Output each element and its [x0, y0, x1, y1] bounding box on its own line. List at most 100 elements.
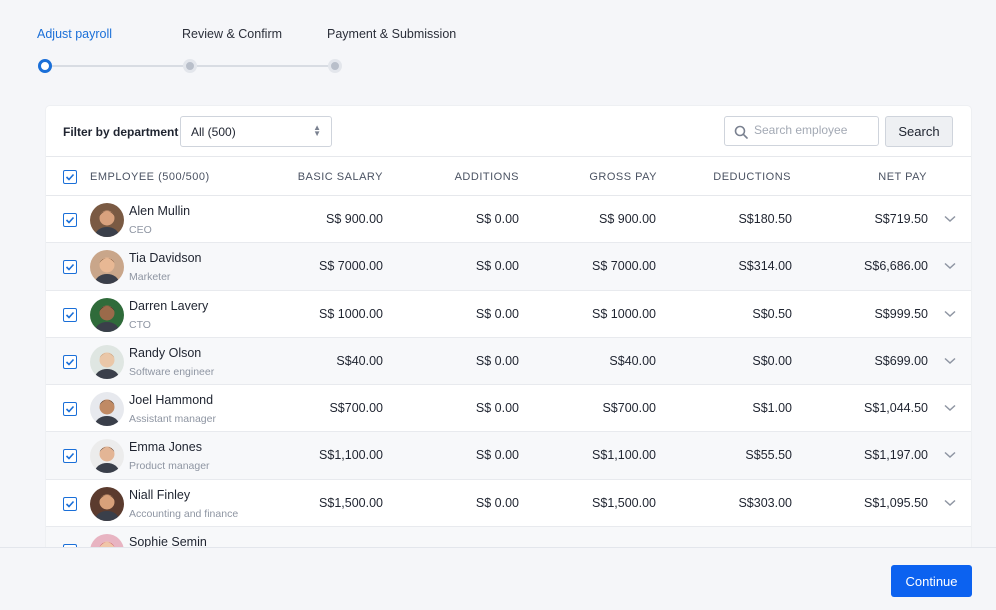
row-checkbox[interactable]	[63, 449, 77, 464]
avatar-image	[90, 250, 124, 285]
avatar	[90, 297, 124, 332]
table-row[interactable]: Alen Mullin CEO S$ 900.00 S$ 0.00 S$ 900.00 S…	[46, 196, 971, 244]
chevron-down-icon[interactable]	[944, 357, 956, 365]
table-row[interactable]: Tia Davidson Marketer S$ 7000.00 S$ 0.00 S$ …	[46, 243, 971, 291]
check-icon	[65, 453, 75, 461]
step-dot-pending[interactable]	[328, 59, 342, 73]
employee-role: Marketer	[129, 271, 171, 284]
department-select[interactable]: All (500) ▲ ▼	[180, 116, 332, 147]
check-icon	[65, 216, 75, 224]
header-net-pay[interactable]: NET PAY	[878, 171, 927, 183]
gross-pay-cell: S$40.00	[609, 353, 656, 368]
table-row[interactable]: Darren Lavery CTO S$ 1000.00 S$ 0.00 S$ 1000…	[46, 291, 971, 338]
avatar-image	[90, 203, 124, 237]
additions-cell: S$ 0.00	[475, 212, 519, 226]
deductions-cell: S$303.00	[738, 495, 792, 510]
chevron-down-icon[interactable]	[944, 215, 956, 223]
additions-cell: S$ 0.00	[475, 259, 519, 274]
employee-name[interactable]: Joel Hammond	[129, 393, 214, 408]
chevron-down-icon[interactable]	[944, 451, 956, 459]
row-checkbox[interactable]	[63, 213, 77, 227]
additions-cell: S$ 0.00	[475, 353, 519, 368]
search-employee-input[interactable]	[754, 123, 874, 137]
gross-pay-cell: S$ 1000.00	[592, 306, 656, 321]
row-checkbox[interactable]	[63, 354, 77, 369]
row-checkbox[interactable]	[63, 402, 77, 417]
deductions-cell: S$180.50	[738, 212, 792, 226]
employee-role: CTO	[129, 318, 151, 331]
row-checkbox[interactable]	[63, 496, 77, 511]
payroll-stepper: Adjust payroll Review & Confirm Payment …	[0, 0, 996, 90]
step-dot-active[interactable]	[38, 59, 52, 73]
table-row[interactable]: Randy Olson Software engineer S$40.00 S$ 0.…	[46, 337, 971, 386]
header-employee[interactable]: EMPLOYEE (500/500)	[90, 171, 210, 183]
basic-salary-cell: S$700.00	[329, 401, 383, 416]
avatar-image	[90, 297, 124, 332]
net-pay-cell: S$699.00	[874, 353, 928, 368]
step-payment-submission[interactable]: Payment & Submission	[327, 27, 457, 41]
continue-button[interactable]: Continue	[891, 565, 972, 597]
employee-name[interactable]: Emma Jones	[129, 440, 202, 455]
additions-cell: S$ 0.00	[475, 306, 519, 321]
employee-role: Product manager	[129, 460, 210, 473]
table-header: EMPLOYEE (500/500) BASIC SALARY ADDITION…	[46, 157, 971, 196]
deductions-cell: S$0.50	[752, 306, 792, 321]
chevron-down-icon[interactable]	[944, 404, 956, 412]
header-additions[interactable]: ADDITIONS	[454, 171, 519, 183]
employee-name[interactable]: Niall Finley	[129, 487, 191, 502]
deductions-cell: S$1.00	[752, 401, 792, 416]
search-button[interactable]: Search	[885, 116, 953, 147]
basic-salary-cell: S$ 7000.00	[319, 259, 383, 274]
check-icon	[65, 173, 75, 181]
basic-salary-cell: S$1,100.00	[319, 448, 383, 463]
check-icon	[65, 311, 75, 319]
search-employee-box[interactable]	[724, 116, 879, 146]
header-basic-salary[interactable]: BASIC SALARY	[297, 171, 383, 183]
deductions-cell: S$55.50	[745, 448, 792, 463]
employee-name[interactable]: Randy Olson	[129, 345, 202, 360]
filter-label: Filter by department	[63, 125, 179, 139]
employee-role: Assistant manager	[129, 413, 216, 426]
additions-cell: S$ 0.00	[475, 495, 519, 510]
avatar	[90, 250, 124, 285]
net-pay-cell: S$999.50	[874, 306, 928, 321]
employee-rows: Alen Mullin CEO S$ 900.00 S$ 0.00 S$ 900.00 S…	[46, 196, 971, 556]
avatar	[90, 392, 124, 427]
additions-cell: S$ 0.00	[475, 448, 519, 463]
deductions-cell: S$0.00	[752, 353, 792, 368]
header-gross-pay[interactable]: GROSS PAY	[589, 171, 657, 183]
net-pay-cell: S$719.50	[874, 212, 928, 226]
net-pay-cell: S$6,686.00	[864, 259, 928, 274]
table-row[interactable]: Joel Hammond Assistant manager S$700.00 S$ …	[46, 385, 971, 433]
row-checkbox[interactable]	[63, 260, 77, 275]
employee-name[interactable]: Sophie Semin	[129, 535, 207, 550]
step-adjust-payroll[interactable]: Adjust payroll	[37, 27, 113, 41]
chevron-down-icon[interactable]	[944, 262, 956, 270]
table-row[interactable]: Niall Finley Accounting and finance S$1,50…	[46, 480, 971, 528]
step-connector	[52, 65, 184, 67]
row-checkbox[interactable]	[63, 307, 77, 322]
select-all-checkbox[interactable]	[63, 170, 77, 184]
check-icon	[65, 406, 75, 413]
employee-name[interactable]: Alen Mullin	[129, 204, 191, 218]
employee-name[interactable]: Darren Lavery	[129, 298, 209, 313]
chevron-down-icon[interactable]	[944, 499, 956, 507]
header-deductions[interactable]: DEDUCTIONS	[713, 171, 791, 183]
gross-pay-cell: S$1,100.00	[592, 448, 656, 463]
avatar	[90, 439, 124, 474]
step-review-confirm[interactable]: Review & Confirm	[182, 27, 283, 41]
table-row[interactable]: Emma Jones Product manager S$1,100.00 S$ 0.…	[46, 432, 971, 480]
filter-bar: Filter by department All (500) ▲ ▼ Search	[46, 106, 971, 157]
avatar	[90, 486, 124, 521]
step-dot-pending[interactable]	[183, 59, 197, 73]
employee-name[interactable]: Tia Davidson	[129, 251, 202, 266]
gross-pay-cell: S$1,500.00	[592, 495, 656, 510]
chevron-down-icon[interactable]	[944, 310, 956, 318]
avatar	[90, 344, 124, 379]
gross-pay-cell: S$ 7000.00	[592, 259, 656, 274]
gross-pay-cell: S$700.00	[602, 401, 656, 416]
department-select-value: All (500)	[191, 125, 236, 139]
basic-salary-cell: S$ 900.00	[326, 212, 383, 226]
basic-salary-cell: S$40.00	[336, 353, 383, 368]
gross-pay-cell: S$ 900.00	[599, 212, 656, 226]
